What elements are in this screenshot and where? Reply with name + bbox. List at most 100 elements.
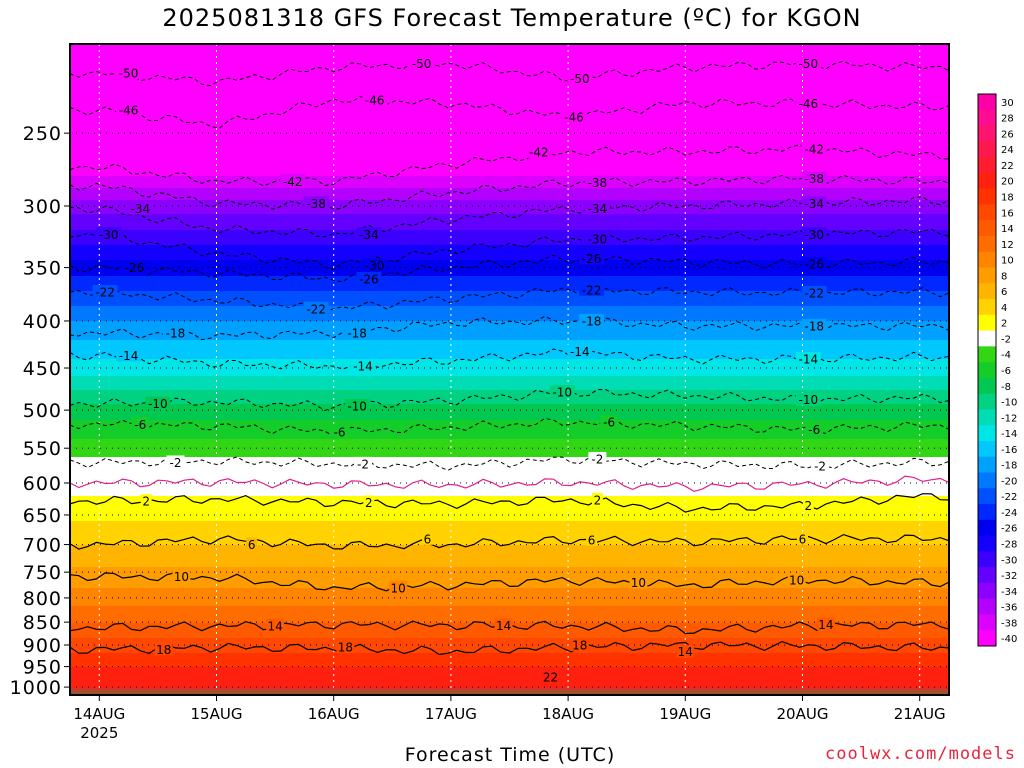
colorbar-swatch — [978, 630, 996, 647]
colorbar-swatch — [978, 377, 996, 395]
isotherm-label-bg — [131, 417, 150, 431]
isotherm-label: 2 — [365, 496, 373, 510]
isotherm-label: -6 — [134, 418, 146, 432]
colorbar-label: 2 — [1001, 319, 1007, 330]
colorbar-swatch — [978, 362, 996, 379]
colorbar-label: -30 — [1001, 555, 1017, 566]
colorbar-label: -34 — [1001, 587, 1017, 598]
isotherm-label: -34 — [804, 197, 824, 211]
x-tick-label: 21AUG — [894, 705, 946, 723]
colorbar-swatch — [978, 283, 996, 300]
colorbar-swatch — [978, 141, 996, 158]
isotherm-label-bg — [795, 56, 821, 70]
x-tick-label: 20AUG — [777, 705, 829, 723]
isotherm-label: -50 — [570, 72, 590, 86]
credit-link[interactable]: coolwx.com/models — [825, 744, 1016, 764]
isotherm-label: -18 — [804, 319, 824, 333]
colorbar-swatch — [978, 109, 996, 127]
x-tick-label: 16AUG — [308, 705, 360, 723]
isotherm-label: -22 — [306, 302, 326, 316]
colorbar-label: 8 — [1001, 271, 1007, 282]
x-axis-label: Forecast Time (UTC) — [404, 744, 616, 766]
isotherm-label-bg — [541, 669, 560, 683]
colorbar-swatch — [978, 188, 996, 205]
isotherm-line — [70, 493, 949, 513]
temperature-band — [70, 390, 949, 405]
isotherm-label-bg — [629, 575, 648, 589]
isotherm-label: -18 — [347, 326, 367, 340]
colorbar-label: -26 — [1001, 524, 1017, 535]
isotherm-label-bg — [116, 103, 142, 117]
x-tick-label: 15AUG — [191, 705, 243, 723]
colorbar-label: -6 — [1001, 366, 1011, 377]
isotherm-label: 14 — [678, 645, 693, 659]
isotherm-label: -46 — [564, 110, 584, 124]
colorbar-label: 18 — [1001, 193, 1014, 204]
isotherm-label-bg — [801, 196, 827, 210]
colorbar-label: -24 — [1001, 508, 1017, 519]
temperature-band — [70, 200, 949, 215]
colorbar-label: -8 — [1001, 382, 1011, 393]
y-tick-label: 500 — [23, 400, 62, 422]
colorbar-label: 26 — [1001, 129, 1014, 140]
temperature-band — [70, 521, 949, 546]
y-tick-label: 600 — [23, 473, 62, 495]
isotherm-label-bg — [303, 196, 329, 210]
isotherm-label: -2 — [814, 459, 826, 473]
colorbar-swatch — [978, 314, 996, 332]
isotherm-label-bg — [266, 618, 285, 632]
isotherm-label-bg — [280, 174, 306, 188]
isotherm-label: 18 — [572, 638, 587, 652]
temperature-band — [70, 245, 949, 261]
colorbar-swatch — [978, 472, 996, 489]
isotherm-label-bg — [92, 284, 118, 298]
isotherm-label-bg — [561, 109, 587, 123]
ground-surface — [70, 689, 949, 695]
isotherm-label: -6 — [334, 425, 346, 439]
temperature-band — [70, 653, 949, 668]
temperature-band — [70, 214, 949, 231]
isotherm-label-bg — [802, 498, 814, 512]
isotherm-label: -6 — [808, 423, 820, 437]
colorbar-label: -14 — [1001, 429, 1017, 440]
chart-title: 2025081318 GFS Forecast Temperature (ºC)… — [162, 4, 862, 32]
isotherm-label-bg — [330, 424, 349, 438]
isotherm-label: -38 — [804, 172, 824, 186]
isotherm-label: -26 — [125, 261, 145, 275]
isotherm-label-bg — [801, 257, 827, 271]
isotherm-label-bg — [570, 637, 589, 651]
colorbar-swatch — [978, 519, 996, 537]
isotherm-label: -2 — [169, 456, 181, 470]
y-tick-label: 250 — [23, 123, 62, 145]
temperature-band — [70, 567, 949, 589]
isotherm-label-bg — [344, 325, 370, 339]
isotherm-label: 6 — [588, 533, 596, 547]
temperature-band — [70, 188, 949, 201]
y-tick-label: 300 — [23, 196, 62, 218]
colorbar-label: 10 — [1001, 256, 1014, 267]
isotherm-label: -42 — [283, 175, 303, 189]
isotherm-label: -38 — [588, 176, 608, 190]
isotherm-label: 18 — [338, 641, 353, 655]
isotherm-label-bg — [588, 451, 607, 465]
temperature-band — [70, 291, 949, 307]
isotherm-label-bg — [162, 325, 188, 339]
colorbar-swatch — [978, 157, 996, 174]
isotherm-label-bg — [567, 71, 593, 85]
colorbar-swatch — [978, 551, 996, 568]
colorbar-swatch — [978, 393, 996, 410]
isotherm-label-bg — [363, 495, 375, 509]
colorbar-label: 20 — [1001, 177, 1014, 188]
isotherm-label: -6 — [603, 415, 615, 429]
isotherm-label-bg — [801, 318, 827, 332]
isotherm-label: -46 — [365, 93, 385, 107]
isotherm-label: -30 — [365, 259, 385, 273]
temperature-band — [70, 420, 949, 440]
isotherm-label-bg — [584, 175, 610, 189]
isotherm-label-bg — [591, 492, 603, 506]
isotherm-label: -42 — [804, 142, 824, 156]
isotherm-label-bg — [362, 258, 388, 272]
temperature-band — [70, 260, 949, 277]
y-tick-label: 1000 — [10, 677, 62, 699]
colorbar-swatch — [978, 582, 996, 600]
